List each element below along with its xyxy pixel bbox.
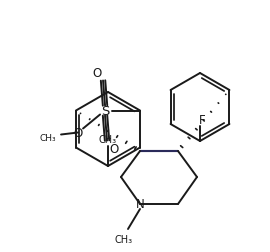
- Text: CH₃: CH₃: [39, 134, 56, 142]
- Text: F: F: [199, 113, 205, 126]
- Text: CH₃: CH₃: [115, 234, 133, 244]
- Text: S: S: [101, 105, 109, 117]
- Text: O: O: [73, 127, 83, 139]
- Text: O: O: [109, 142, 119, 155]
- Text: N: N: [136, 198, 144, 211]
- Text: O: O: [92, 67, 102, 80]
- Text: CH₃: CH₃: [99, 135, 117, 144]
